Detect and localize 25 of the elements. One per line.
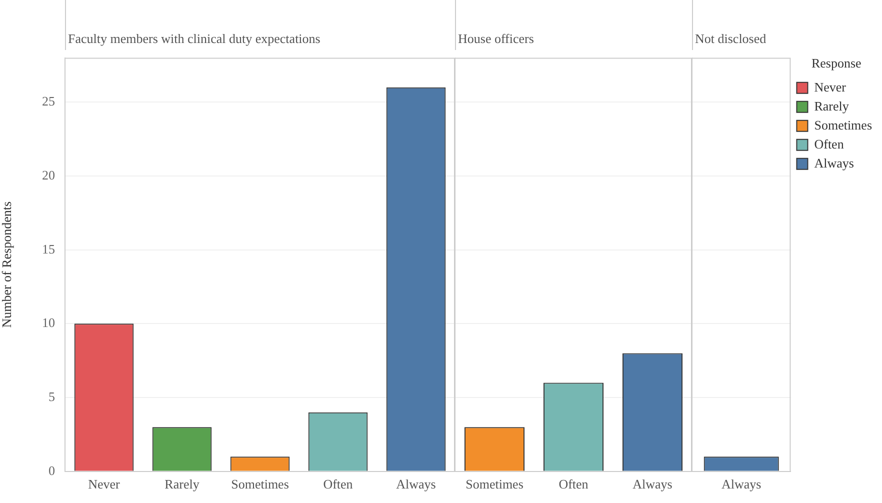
- y-tick-label: 10: [42, 315, 55, 330]
- y-tick-label: 15: [42, 241, 55, 256]
- x-tick-label: Sometimes: [466, 476, 524, 492]
- x-tick-label: Always: [722, 476, 762, 492]
- x-tick-label: Rarely: [164, 476, 200, 492]
- chart-title: Not disclosed: [692, 0, 768, 50]
- x-tick-label: Always: [632, 476, 672, 492]
- y-tick-label: 25: [42, 94, 55, 109]
- chart-title: Faculty members with clinical duty expectations: [65, 0, 455, 50]
- y-axis-title: Number of Respondents: [0, 201, 14, 328]
- chart-title: House officers: [455, 0, 692, 50]
- legend-label: Often: [814, 136, 844, 152]
- legend-label: Never: [814, 79, 847, 94]
- y-tick-label: 0: [48, 462, 55, 478]
- x-tick-label: Often: [323, 476, 354, 492]
- legend-label: Sometimes: [814, 117, 872, 132]
- x-tick-label: Never: [88, 476, 121, 492]
- legend-label: Rarely: [814, 98, 850, 114]
- x-tick-label: Always: [396, 476, 436, 492]
- x-tick-label: Sometimes: [231, 476, 289, 492]
- y-tick-label: 5: [48, 388, 55, 404]
- legend-label: Always: [814, 155, 854, 170]
- x-tick-label: Often: [558, 476, 589, 492]
- legend-title: Response: [811, 56, 862, 71]
- y-tick-label: 20: [42, 167, 55, 182]
